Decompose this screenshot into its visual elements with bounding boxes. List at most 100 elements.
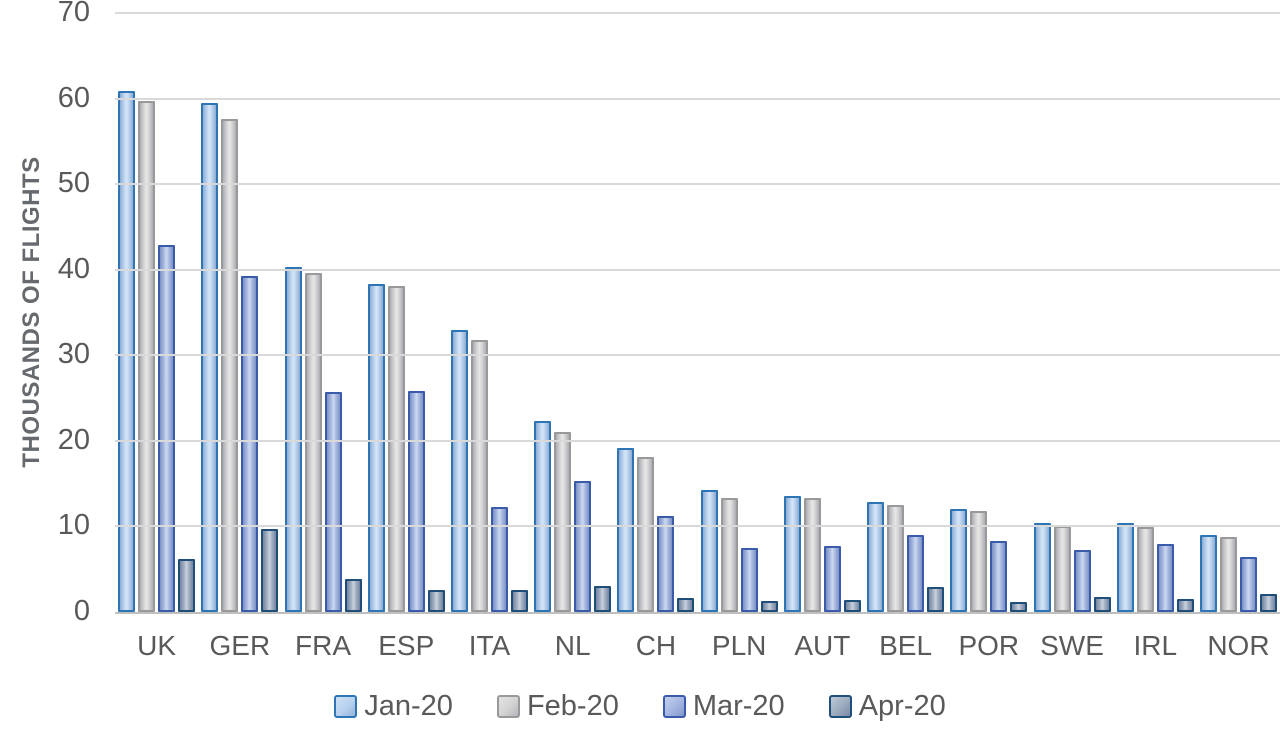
gridline-70 — [115, 12, 1280, 14]
bar-ger-apr-20 — [261, 529, 279, 612]
bar-bel-mar-20 — [907, 535, 925, 612]
legend-swatch-icon — [496, 695, 520, 718]
legend-label: Feb-20 — [526, 690, 619, 722]
bar-group-por — [947, 13, 1030, 612]
bar-group-nor — [1197, 13, 1280, 612]
bar-ch-jan-20 — [617, 447, 635, 612]
bar-fra-feb-20 — [304, 273, 322, 612]
bar-groups — [115, 13, 1280, 612]
legend-item-jan-20: Jan-20 — [334, 692, 453, 721]
y-axis-title: THOUSANDS OF FLIGHTS — [18, 156, 45, 468]
x-tick-label-ita: ITA — [468, 630, 511, 661]
plot-area: 0 10 20 30 40 50 60 70 — [58, 0, 1280, 626]
legend-item-apr-20: Apr-20 — [828, 690, 946, 722]
bar-nor-feb-20 — [1219, 536, 1237, 612]
bar-swe-mar-20 — [1073, 549, 1091, 612]
bar-pln-apr-20 — [760, 601, 778, 612]
x-tick-label-aut: AUT — [794, 630, 851, 661]
legend-item-feb-20: Feb-20 — [496, 690, 619, 722]
bar-nor-jan-20 — [1199, 535, 1217, 612]
bar-swe-jan-20 — [1033, 523, 1051, 612]
bar-nor-apr-20 — [1259, 594, 1277, 612]
bar-group-pln — [698, 13, 781, 612]
legend-swatch-icon — [828, 695, 852, 718]
bar-ger-feb-20 — [221, 119, 239, 612]
x-tick-label-por: POR — [958, 630, 1020, 661]
bar-esp-feb-20 — [387, 286, 405, 612]
bar-ita-feb-20 — [470, 340, 488, 612]
bar-por-jan-20 — [950, 508, 968, 612]
bar-irl-mar-20 — [1156, 543, 1174, 612]
bar-nl-apr-20 — [594, 585, 612, 612]
gridline-40 — [115, 268, 1280, 271]
bar-ch-feb-20 — [637, 456, 655, 612]
y-tick-label-50: 50 — [57, 167, 90, 200]
bar-group-ita — [448, 13, 531, 612]
bar-group-fra — [281, 13, 364, 612]
bar-ger-jan-20 — [201, 103, 219, 612]
bar-aut-jan-20 — [783, 495, 801, 612]
bar-pln-mar-20 — [740, 548, 758, 612]
x-axis-labels: UK GER FRA ESP ITA NL CH PLN AUT BEL POR SWE IRL NOR — [115, 630, 1280, 662]
bar-aut-feb-20 — [803, 497, 821, 612]
gridline-20 — [115, 439, 1280, 442]
bar-nor-mar-20 — [1239, 556, 1257, 612]
legend-label: Apr-20 — [858, 690, 946, 722]
y-tick-label-40: 40 — [57, 252, 90, 285]
bar-por-feb-20 — [970, 511, 988, 612]
bar-pln-jan-20 — [700, 489, 718, 612]
x-tick-label-ger: GER — [209, 630, 271, 661]
bar-ita-apr-20 — [510, 590, 528, 612]
x-tick-label-fra: FRA — [295, 630, 352, 661]
bar-bel-jan-20 — [867, 501, 885, 612]
y-tick-label-0: 0 — [73, 595, 90, 627]
bar-esp-jan-20 — [367, 283, 385, 612]
legend-label: Mar-20 — [692, 690, 785, 722]
bar-swe-apr-20 — [1093, 596, 1111, 612]
bar-irl-jan-20 — [1116, 523, 1134, 612]
y-tick-label-30: 30 — [57, 338, 90, 371]
bar-bel-apr-20 — [927, 587, 945, 612]
bar-aut-apr-20 — [843, 600, 861, 612]
x-tick-label-ch: CH — [635, 630, 677, 661]
bar-group-swe — [1030, 13, 1113, 612]
x-tick-label-uk: UK — [137, 630, 177, 661]
legend: Jan-20 Feb-20 Mar-20 Apr-20 — [0, 692, 1280, 721]
bar-nl-mar-20 — [574, 480, 592, 612]
bar-group-aut — [781, 13, 864, 612]
bar-swe-feb-20 — [1053, 525, 1071, 612]
bar-uk-apr-20 — [178, 559, 196, 612]
bar-ita-jan-20 — [450, 329, 468, 612]
legend-item-mar-20: Mar-20 — [662, 690, 785, 722]
y-tick-label-70: 70 — [57, 0, 90, 28]
gridline-60 — [115, 97, 1280, 100]
legend-swatch-icon — [662, 695, 686, 718]
bar-esp-mar-20 — [407, 390, 425, 612]
bar-pln-feb-20 — [720, 497, 738, 612]
bar-ch-apr-20 — [677, 597, 695, 612]
legend-label: Jan-20 — [364, 690, 453, 722]
bar-group-bel — [864, 13, 947, 612]
bar-group-irl — [1114, 13, 1197, 612]
bar-ger-mar-20 — [241, 275, 259, 612]
bar-nl-feb-20 — [554, 431, 572, 612]
bar-nl-jan-20 — [534, 421, 552, 612]
bar-group-ger — [198, 13, 281, 612]
y-tick-label-10: 10 — [57, 509, 90, 542]
x-tick-label-pln: PLN — [711, 630, 767, 661]
y-tick-label-20: 20 — [57, 423, 90, 456]
x-tick-label-swe: SWE — [1040, 630, 1104, 661]
bar-uk-feb-20 — [138, 101, 156, 612]
x-tick-label-nor: NOR — [1207, 630, 1270, 661]
bar-irl-feb-20 — [1136, 526, 1154, 612]
bar-uk-mar-20 — [158, 245, 176, 612]
legend-swatch-icon — [334, 695, 358, 718]
x-tick-label-esp: ESP — [378, 630, 435, 661]
gridline-30 — [115, 354, 1280, 357]
bar-ita-mar-20 — [490, 507, 508, 612]
y-tick-label-60: 60 — [57, 81, 90, 114]
bar-por-apr-20 — [1010, 602, 1028, 612]
gridline-50 — [115, 183, 1280, 186]
bar-fra-apr-20 — [344, 578, 362, 612]
